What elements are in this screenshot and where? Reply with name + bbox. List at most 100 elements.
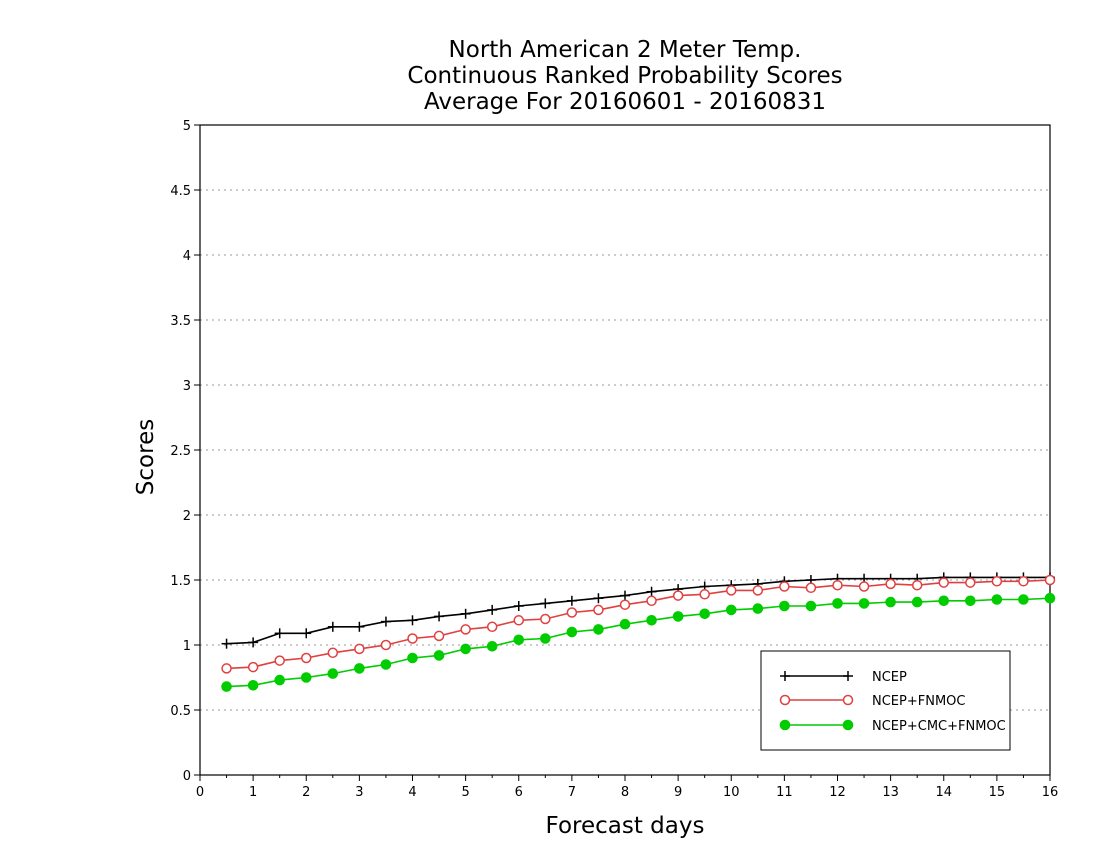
data-point [274, 655, 285, 666]
data-point [1018, 576, 1029, 587]
data-point [858, 581, 870, 592]
grid [200, 189, 1050, 711]
data-point [487, 604, 498, 615]
data-point [407, 652, 418, 664]
data-point [938, 577, 949, 588]
data-point [407, 633, 418, 644]
data-point [726, 585, 737, 596]
data-point [274, 628, 285, 639]
data-point [221, 663, 232, 674]
x-tick-label: 5 [461, 785, 469, 800]
legend-label: NCEP [872, 670, 907, 685]
axis-ticks: 00.511.522.533.544.550 1 2 3 4 5 6 7 8 9 10 11 12 13 1… [170, 119, 1058, 800]
y-tick-label: 5 [183, 119, 191, 134]
y-tick-label: 2 [183, 509, 191, 524]
data-point [327, 621, 338, 632]
x-tick-label: 4 [408, 785, 416, 800]
legend-label: NCEP+FNMOC [872, 694, 965, 709]
legend-marker [842, 719, 854, 731]
data-point [380, 616, 391, 627]
data-point [566, 595, 577, 606]
data-point [911, 596, 923, 608]
data-point [380, 639, 392, 651]
data-point [858, 598, 870, 609]
data-point [301, 652, 312, 664]
data-point [1044, 574, 1056, 586]
data-point [672, 611, 684, 622]
data-point [646, 595, 657, 607]
data-point [486, 621, 498, 633]
legend-marker [842, 694, 854, 706]
x-tick-label: 14 [935, 785, 952, 800]
data-point [593, 624, 604, 635]
legend-marker [779, 694, 791, 706]
data-point [805, 582, 817, 594]
data-point [301, 628, 312, 639]
y-tick-label: 0.5 [170, 704, 191, 719]
data-point [779, 600, 790, 612]
data-point [752, 603, 764, 614]
data-point [1044, 592, 1056, 604]
legend-entry: NCEP+CMC+FNMOC [779, 719, 1006, 734]
chart-title-line-2: Continuous Ranked Probability Scores [407, 63, 843, 89]
data-point [699, 589, 710, 600]
series-ncep-fnmoc [221, 574, 1056, 674]
data-point [247, 680, 259, 691]
x-tick-label: 3 [355, 785, 363, 800]
y-axis-label: Scores [133, 419, 159, 495]
data-point [593, 593, 604, 604]
data-point [699, 608, 710, 620]
data-point [752, 585, 764, 596]
data-point [354, 643, 365, 655]
data-point [540, 598, 551, 609]
y-tick-label: 0 [183, 769, 191, 784]
data-point [779, 581, 790, 592]
legend-label: NCEP+CMC+FNMOC [872, 719, 1006, 734]
x-tick-label: 12 [829, 785, 846, 800]
x-tick-label: 8 [621, 785, 629, 800]
y-tick-label: 1 [183, 639, 191, 654]
series-line [226, 576, 1050, 645]
chart-title-line-3: Average For 20160601 - 20160831 [423, 89, 827, 115]
data-point [248, 637, 259, 648]
y-tick-label: 3 [183, 379, 191, 394]
data-point [354, 621, 365, 632]
chart-title-line-1: North American 2 Meter Temp. [448, 37, 802, 63]
x-tick-label: 10 [723, 785, 740, 800]
y-tick-label: 4 [183, 249, 191, 264]
data-point [620, 590, 630, 601]
y-tick-label: 1.5 [170, 574, 191, 589]
data-point [327, 647, 339, 659]
data-point [327, 668, 339, 679]
data-point [513, 601, 524, 611]
x-tick-label: 1 [249, 785, 257, 800]
data-point [566, 626, 578, 638]
x-tick-label: 6 [515, 785, 523, 800]
y-tick-label: 2.5 [170, 444, 191, 459]
legend: NCEP NCEP+FNMOC NCEP+CMC+FNMOC [760, 650, 1011, 751]
data-point [991, 594, 1003, 605]
legend-marker [780, 671, 790, 681]
x-axis-label: Forecast days [546, 813, 705, 839]
series-group [221, 572, 1056, 692]
data-point [434, 611, 445, 622]
x-tick-label: 13 [882, 785, 899, 800]
data-point [672, 590, 684, 601]
data-point [460, 624, 471, 635]
data-point [380, 659, 392, 670]
data-point [593, 604, 604, 616]
legend-marker [779, 719, 791, 731]
data-point [805, 600, 817, 612]
x-tick-label: 16 [1042, 785, 1059, 800]
x-tick-label: 11 [776, 785, 793, 800]
data-point [300, 672, 312, 683]
data-point [965, 577, 976, 588]
y-tick-label: 3.5 [170, 314, 191, 329]
data-point [247, 661, 259, 673]
x-tick-label: 15 [989, 785, 1006, 800]
data-point [566, 607, 578, 618]
legend-entry: NCEP+FNMOC [779, 694, 965, 709]
data-point [460, 643, 471, 655]
x-tick-label: 7 [568, 785, 576, 800]
legend-entry: NCEP [780, 670, 907, 685]
